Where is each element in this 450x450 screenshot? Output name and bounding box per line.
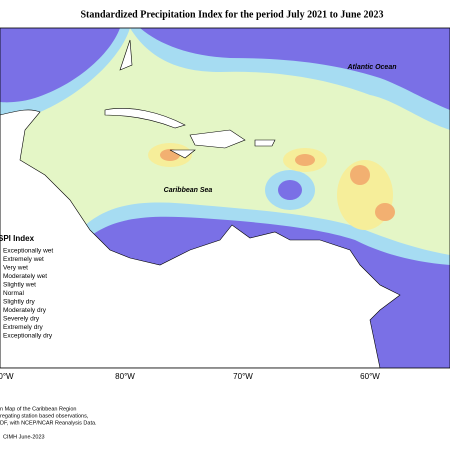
ocean-label: Atlantic Ocean (346, 64, 396, 71)
longitude-label: 70°W (233, 372, 253, 381)
legend-item: Very wet (3, 265, 28, 272)
legend-item: Exceptionally wet (3, 248, 53, 255)
longitude-label: 60°W (360, 372, 380, 381)
island (254, 139, 276, 147)
legend-item: Exceptionally dry (3, 333, 53, 340)
sea-label: Caribbean Sea (164, 187, 213, 194)
legend-item: Slightly wet (3, 282, 36, 289)
island (189, 129, 246, 149)
island (119, 39, 133, 71)
legend-item: Extremely dry (3, 324, 43, 331)
wet-zone (0, 28, 120, 103)
title: Standardized Precipitation Index for the… (81, 9, 384, 20)
land (0, 109, 401, 368)
island (169, 149, 196, 159)
footer-line: n Map of the Caribbean Region (0, 406, 76, 412)
legend-item: Moderately wet (3, 273, 47, 280)
credit: CIMH June-2023 (3, 434, 45, 440)
footer-line: regating station based observations, (0, 413, 89, 419)
dry-zone (295, 154, 315, 166)
dry-zone (375, 203, 395, 221)
longitude-label: 80°W (115, 372, 135, 381)
legend-item: Severely dry (3, 316, 40, 323)
legend-item: Extremely wet (3, 256, 44, 263)
wet-zone (140, 28, 450, 110)
island (104, 108, 186, 129)
dry-zone (350, 165, 370, 185)
footer-line: DF, with NCEP/NCAR Reanalysis Data. (0, 420, 97, 426)
legend-item: Slightly dry (3, 299, 36, 306)
wet-zone (278, 180, 302, 200)
legend-item: Moderately dry (3, 307, 47, 314)
map-frame (0, 27, 450, 369)
longitude-label: 0°W (0, 372, 14, 381)
map: Atlantic Ocean Caribbean Sea (0, 27, 450, 369)
longitude-labels: 0°W 80°W 70°W 60°W (0, 372, 380, 381)
legend-item: Normal (3, 290, 25, 297)
legend-title: SPI Index (0, 234, 35, 243)
